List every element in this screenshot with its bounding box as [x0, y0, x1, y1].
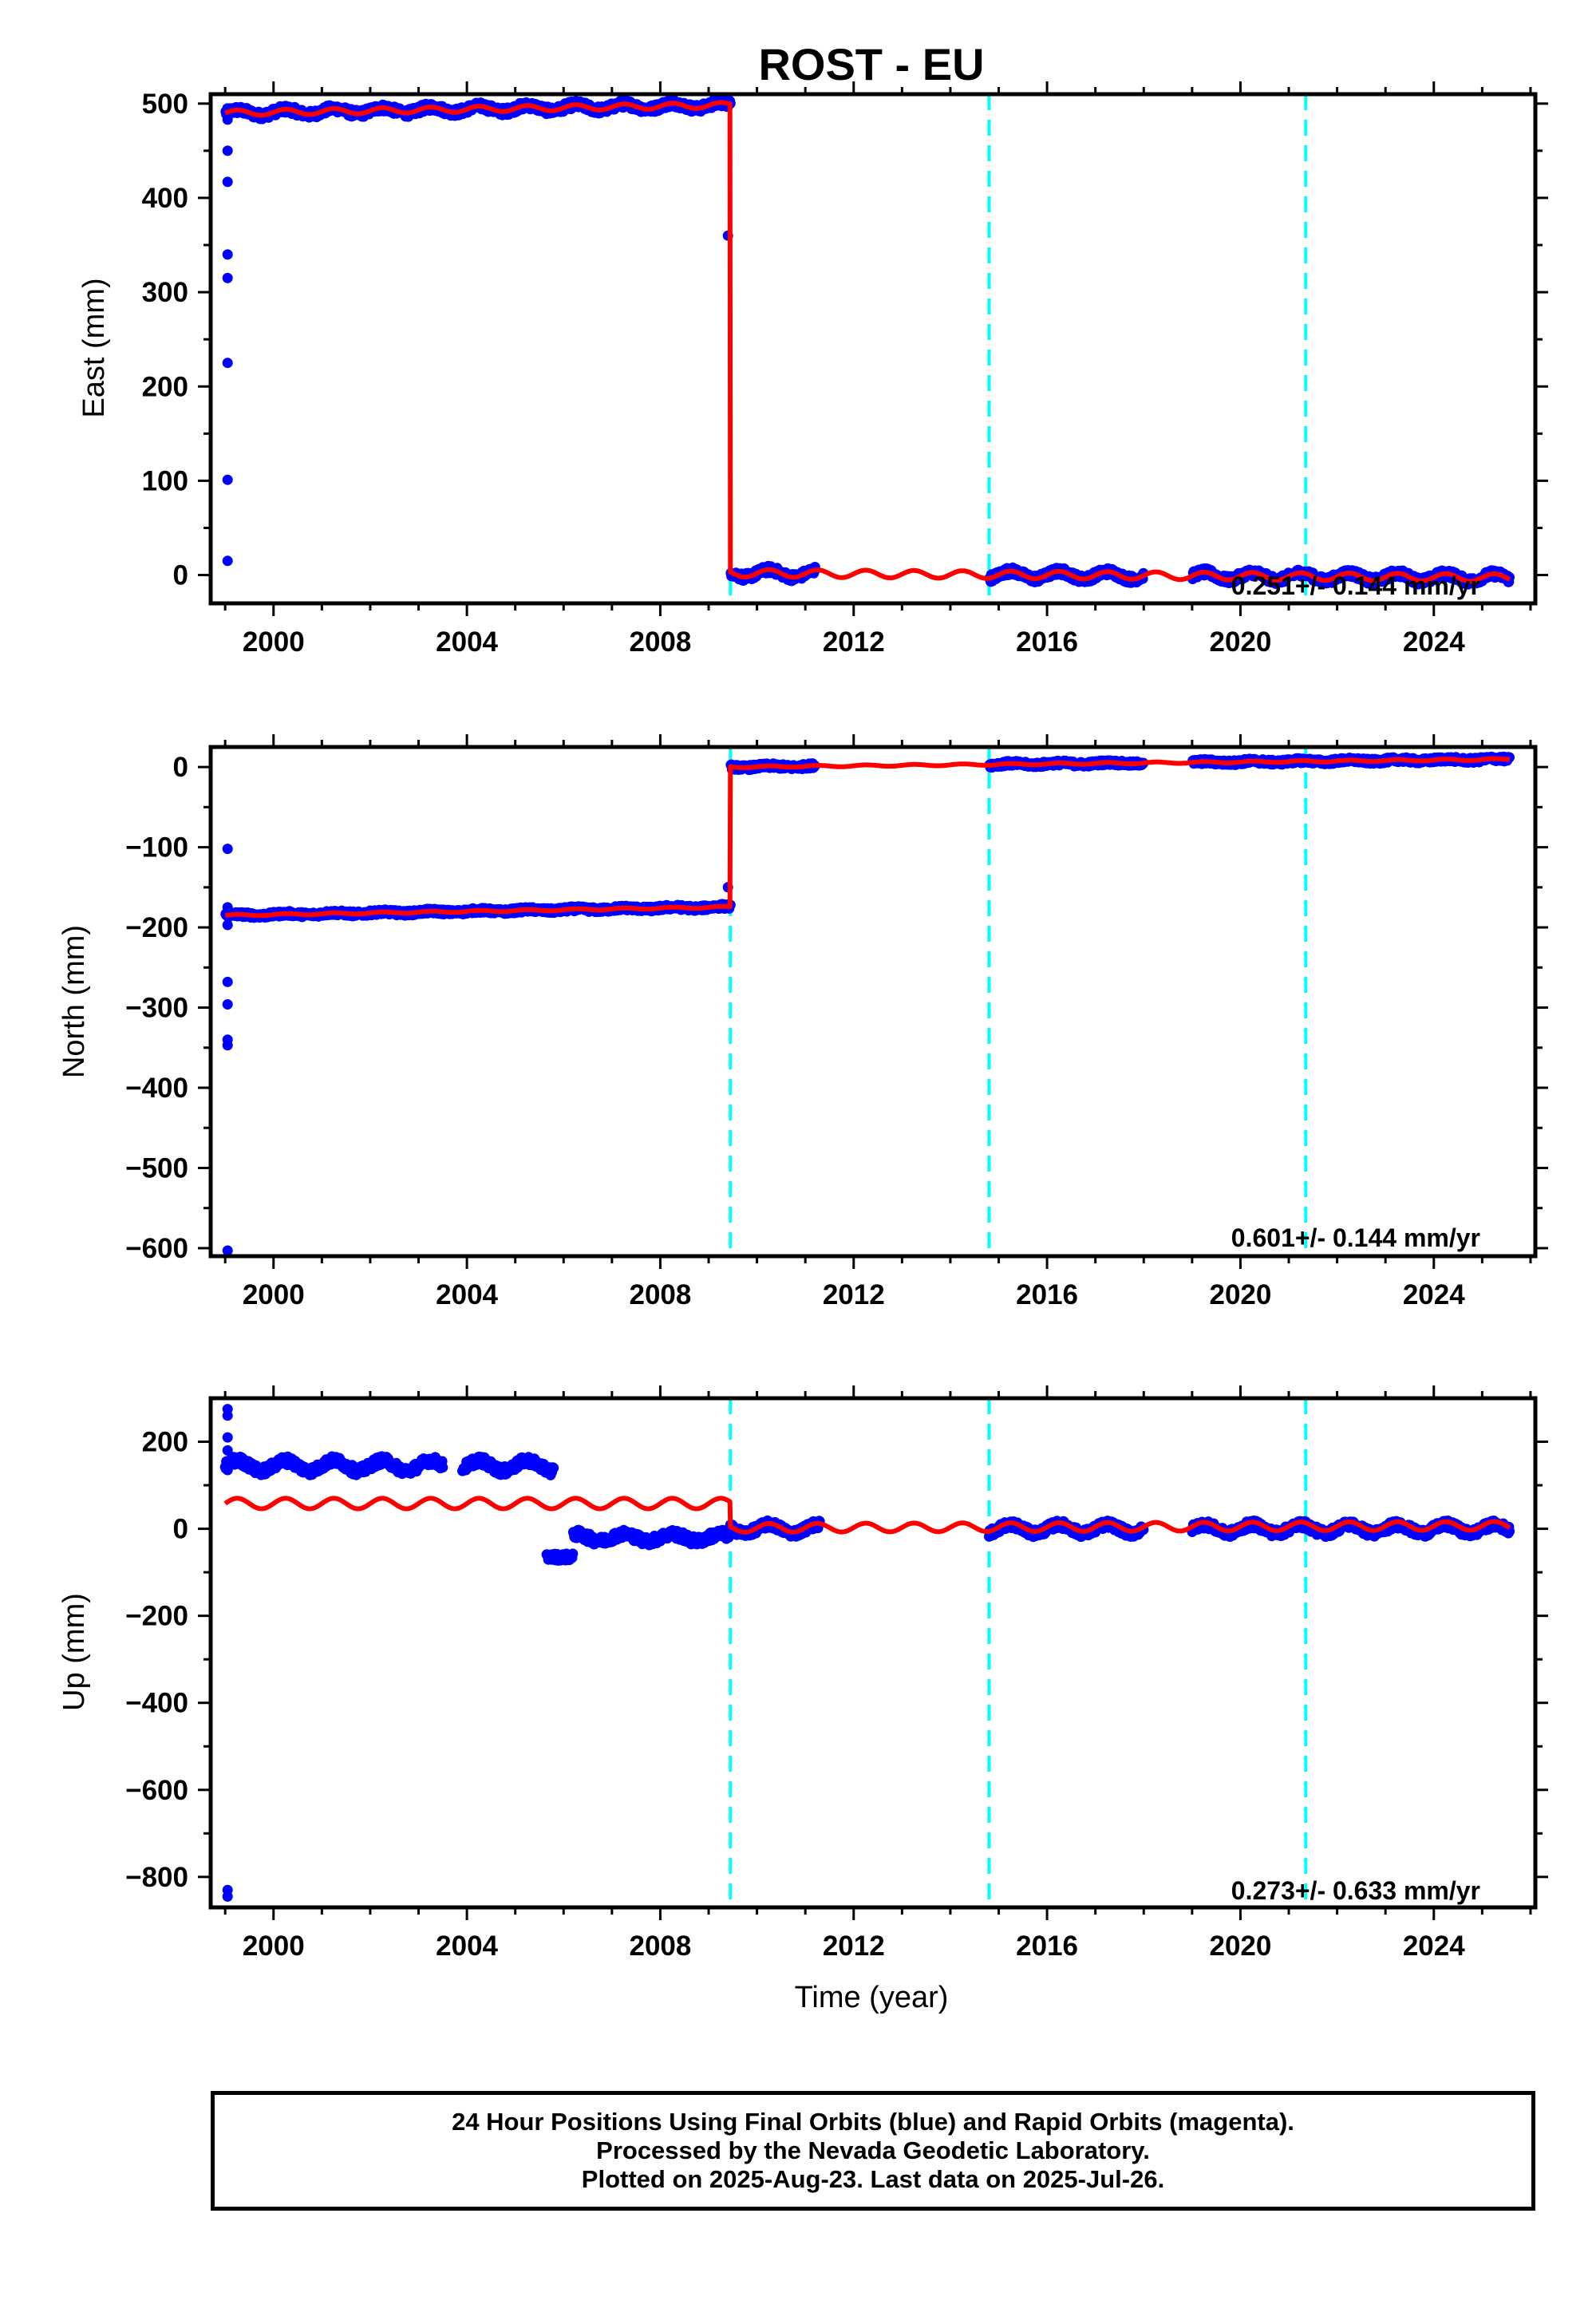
- plot-area-north: [220, 747, 1515, 1256]
- data-point: [222, 272, 233, 283]
- data-point: [222, 976, 233, 987]
- x-tick-label: 2000: [243, 626, 305, 658]
- y-tick-label: −300: [125, 993, 188, 1024]
- x-tick-label: 2020: [1210, 626, 1272, 658]
- x-tick-label: 2012: [823, 626, 885, 658]
- data-point: [548, 1462, 559, 1473]
- y-tick-label: 200: [142, 371, 188, 402]
- y-tick-label: −600: [125, 1233, 188, 1264]
- x-tick-label: 2012: [823, 1279, 885, 1310]
- y-tick-label: 0: [173, 752, 188, 783]
- data-point: [222, 555, 233, 567]
- model-line-east: [223, 100, 1511, 584]
- data-point: [222, 999, 233, 1010]
- ylabel-north: North (mm): [57, 925, 91, 1078]
- x-tick-label: 2016: [1016, 626, 1078, 658]
- data-point: [437, 1462, 448, 1473]
- y-tick-label: −200: [125, 912, 188, 943]
- y-tick-label: 300: [142, 277, 188, 308]
- data-points-up: [219, 1404, 1515, 1902]
- x-tick-label: 2008: [629, 1279, 691, 1310]
- x-tick-label: 2024: [1403, 1279, 1465, 1310]
- panel-north: North (mm) 2000 2004 2008 2012 2016 2020 2024 0…: [57, 734, 1548, 1310]
- x-tick-label: 2004: [436, 626, 498, 658]
- data-point: [222, 358, 233, 369]
- data-point: [222, 176, 233, 188]
- data-points-east: [220, 94, 1515, 590]
- data-point: [222, 474, 233, 485]
- frame-north: [208, 745, 1538, 1259]
- y-tick-label: 500: [142, 89, 188, 120]
- frame-east: [208, 92, 1538, 606]
- data-point: [222, 114, 233, 125]
- panel-up: Up (mm) 2000 2004 2008 2012 2016 2020 20242000…: [57, 1385, 1548, 1962]
- x-tick-label: 2024: [1403, 626, 1465, 658]
- y-tick-label: 100: [142, 465, 188, 496]
- y-tick-label: −400: [125, 1073, 188, 1104]
- data-point: [222, 1040, 233, 1051]
- data-point: [222, 902, 233, 913]
- plot-area-up: [219, 1398, 1515, 1907]
- y-tick-label: −100: [125, 832, 188, 864]
- y-tick-label: 400: [142, 183, 188, 214]
- x-tick-label: 2004: [436, 1279, 498, 1310]
- data-point: [222, 919, 233, 931]
- ylabel-east: East (mm): [77, 278, 111, 417]
- y-tick-label: 0: [173, 560, 188, 591]
- ylabel-up: Up (mm): [57, 1593, 91, 1711]
- x-tick-label: 2016: [1016, 1279, 1078, 1310]
- y-tick-label: −500: [125, 1152, 188, 1184]
- plot-area-east: [220, 94, 1515, 603]
- data-point: [222, 145, 233, 156]
- data-point: [567, 1548, 579, 1559]
- rate-label-north: 0.601+/- 0.144 mm/yr: [1231, 1223, 1480, 1252]
- data-point: [222, 844, 233, 855]
- x-tick-label: 2020: [1210, 1279, 1272, 1310]
- data-points-north: [220, 751, 1515, 1256]
- rate-label-east: 0.251+/- 0.144 mm/yr: [1231, 571, 1480, 600]
- data-point: [222, 249, 233, 260]
- x-tick-label: 2000: [243, 1279, 305, 1310]
- model-line-north: [223, 756, 1511, 919]
- chart-title: ROST - EU: [758, 39, 984, 89]
- x-tick-label: 2008: [629, 626, 691, 658]
- panel-east: East (mm) 2000 2004 2008 2012 2016 2020 2024 0 1…: [77, 81, 1548, 658]
